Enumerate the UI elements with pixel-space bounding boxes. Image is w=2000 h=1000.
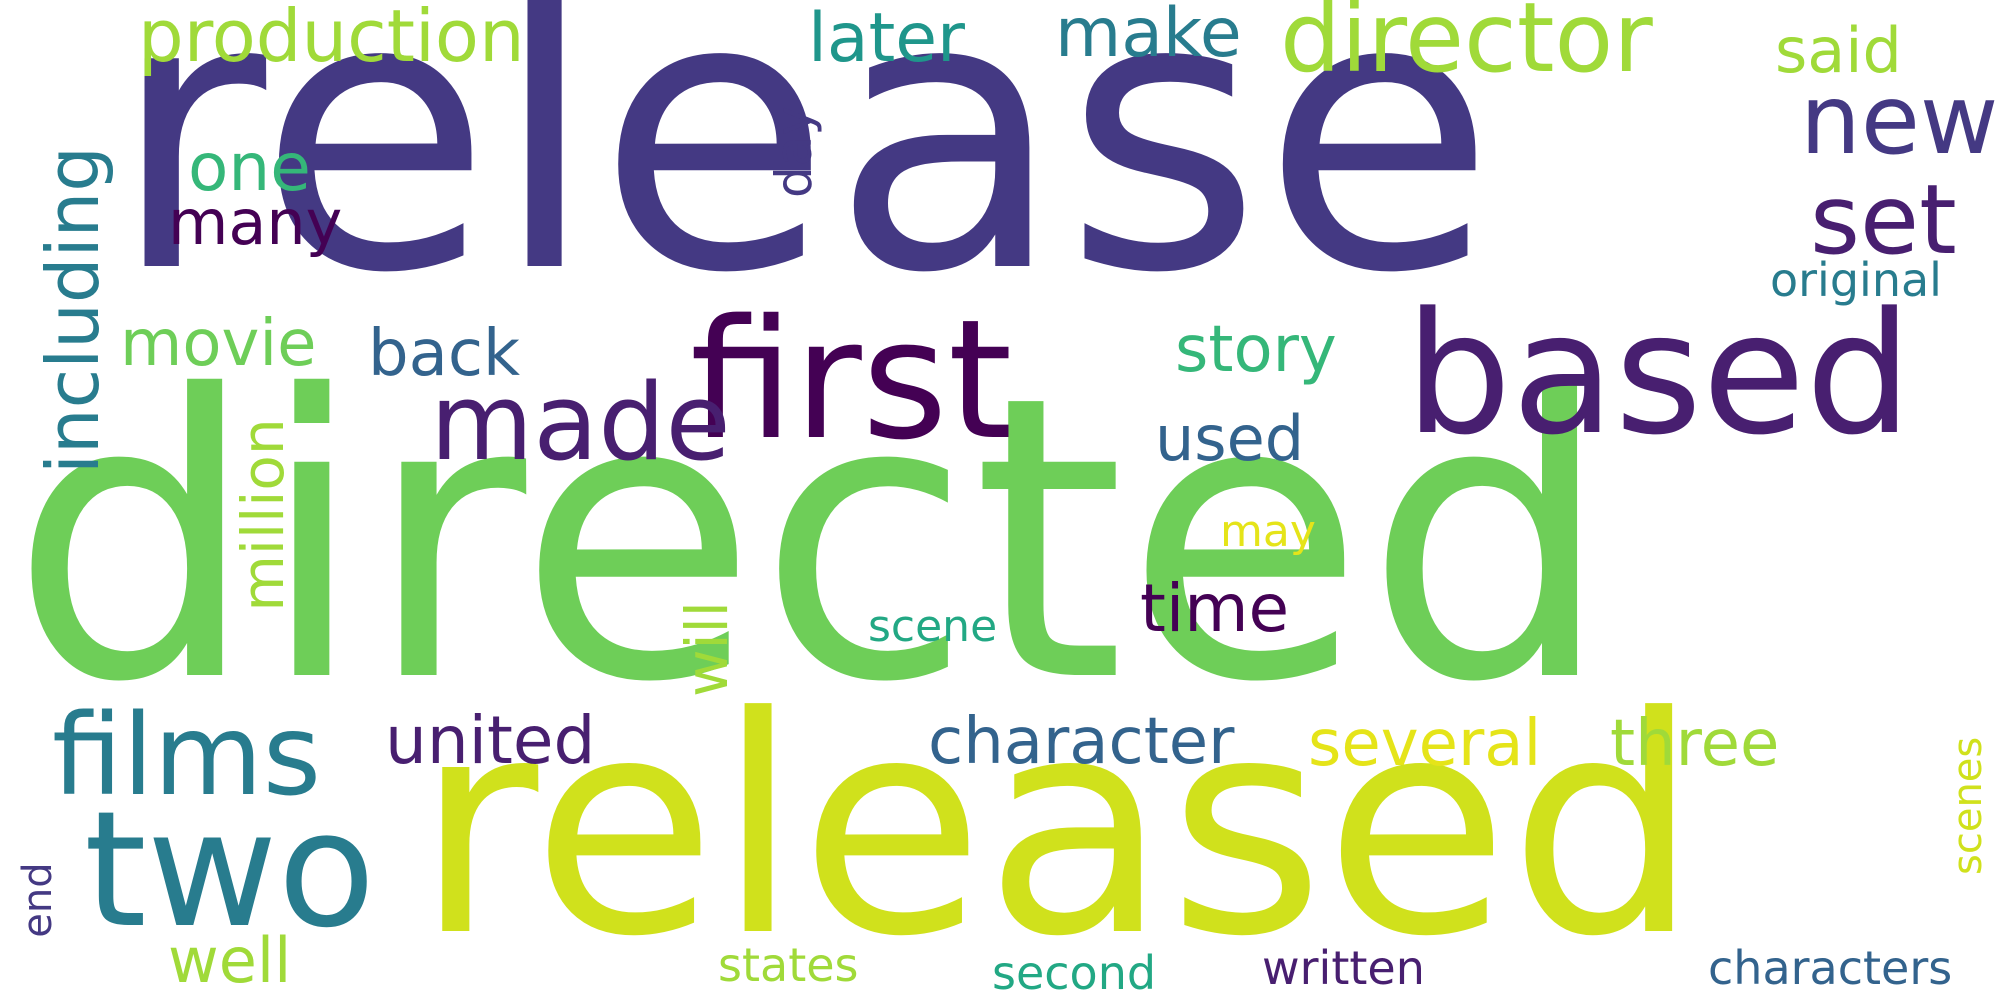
word-movie: movie — [120, 307, 317, 381]
word-make: make — [1055, 0, 1242, 73]
word-story: story — [1175, 313, 1337, 387]
word-two: two — [84, 776, 376, 963]
word-character: character — [928, 705, 1235, 779]
word-second: second — [992, 946, 1157, 1000]
word-end: end — [15, 862, 61, 938]
word-written: written — [1262, 941, 1425, 995]
word-million: million — [229, 418, 297, 612]
word-will: will — [673, 601, 741, 697]
word-including: including — [31, 146, 115, 474]
word-released: released — [415, 653, 1700, 1000]
word-three: three — [1610, 707, 1780, 781]
word-states: states — [718, 938, 859, 992]
word-back: back — [368, 317, 521, 391]
word-new: new — [1800, 64, 1999, 176]
word-day: day — [765, 106, 823, 198]
word-many: many — [168, 186, 343, 259]
word-original: original — [1770, 253, 1942, 307]
word-united: united — [385, 702, 596, 779]
word-said: said — [1775, 14, 1902, 87]
word-directed: directed — [10, 313, 1613, 767]
word-may: may — [1220, 506, 1316, 557]
word-based: based — [1405, 276, 1913, 472]
word-scenes: scenes — [1945, 736, 1991, 875]
word-first: first — [690, 284, 1013, 476]
word-characters: characters — [1708, 941, 1953, 995]
word-production: production — [138, 0, 525, 78]
word-used: used — [1155, 402, 1305, 475]
word-scene: scene — [868, 601, 998, 652]
word-set: set — [1810, 164, 1957, 276]
word-director: director — [1280, 0, 1653, 94]
word-one: one — [188, 129, 311, 206]
word-films: films — [52, 691, 322, 821]
word-several: several — [1308, 707, 1542, 781]
word-time: time — [1140, 570, 1290, 647]
word-later: later — [808, 0, 966, 78]
word-well: well — [168, 924, 292, 997]
word-made: made — [430, 361, 731, 484]
word-release: release — [110, 0, 1496, 356]
